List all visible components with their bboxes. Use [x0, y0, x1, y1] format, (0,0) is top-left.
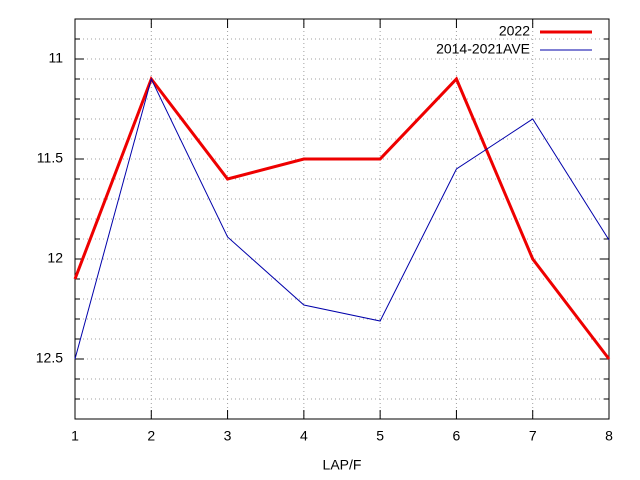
x-tick-label: 6 [453, 428, 461, 444]
x-axis-label: LAP/F [323, 457, 362, 473]
x-tick-label: 7 [529, 428, 537, 444]
x-tick-label: 2 [147, 428, 155, 444]
y-tick-label: 11 [48, 50, 63, 66]
x-tick-label: 1 [71, 428, 79, 444]
legend-label: 2014-2021AVE [436, 41, 530, 57]
y-tick-label: 12.5 [36, 350, 63, 366]
y-tick-label: 11.5 [37, 150, 63, 166]
legend-label: 2022 [499, 23, 530, 39]
series-line [73, 75, 611, 360]
x-tick-label: 8 [605, 428, 613, 444]
series-line [74, 77, 610, 360]
y-tick-label: 12 [47, 250, 63, 266]
plot-border [74, 18, 610, 420]
x-tick-label: 5 [376, 428, 384, 444]
x-tick-label: 3 [224, 428, 232, 444]
x-tick-label: 4 [300, 428, 308, 444]
